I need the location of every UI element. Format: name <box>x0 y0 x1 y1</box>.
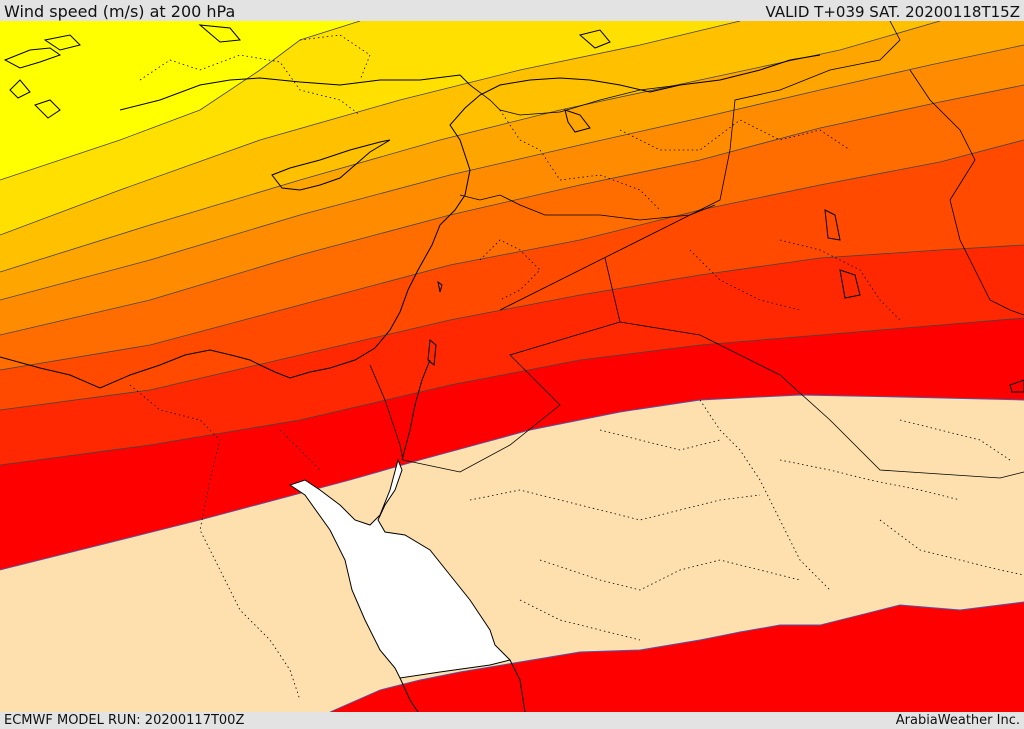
valid-time: VALID T+039 SAT. 20200118T15Z <box>765 3 1020 21</box>
country-borders <box>369 21 1024 479</box>
internal-boundaries <box>129 34 1024 701</box>
title-bar: Wind speed (m/s) at 200 hPa VALID T+039 … <box>0 0 1024 21</box>
model-run: ECMWF MODEL RUN: 20200117T00Z <box>4 713 245 728</box>
wind-speed-map[interactable] <box>0 21 1024 712</box>
map-title: Wind speed (m/s) at 200 hPa <box>4 2 236 21</box>
red-sea-water <box>288 458 511 679</box>
isotach-contours <box>0 21 1024 466</box>
speed-band-calm-south <box>0 395 1024 712</box>
footer-bar: ECMWF MODEL RUN: 20200117T00Z ArabiaWeat… <box>0 712 1024 729</box>
southern-jet-band <box>330 602 1024 712</box>
credit-label: ArabiaWeather Inc. <box>895 713 1020 728</box>
jet-edge-contours <box>0 394 1024 712</box>
coastlines <box>0 24 1024 712</box>
